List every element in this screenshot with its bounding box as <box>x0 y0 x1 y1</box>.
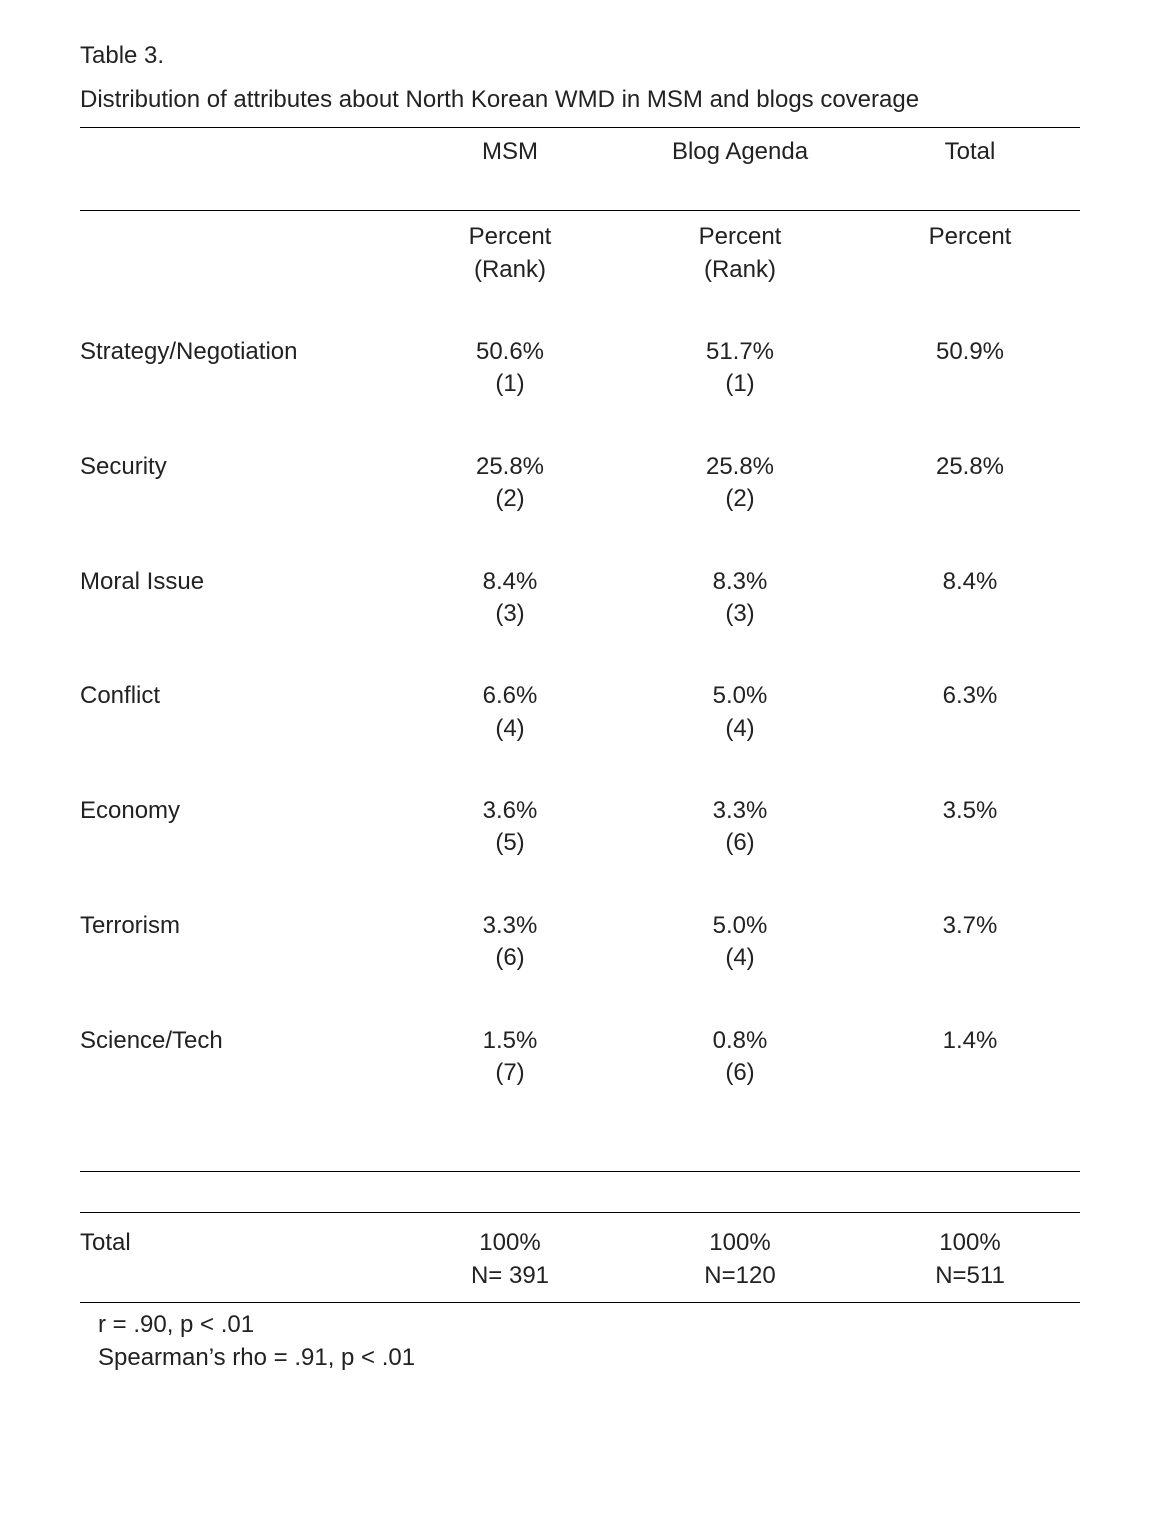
total-pct: 100% <box>400 1213 620 1260</box>
cell-pct: 1.4% <box>860 1017 1080 1057</box>
table-subheader-row-2: (Rank) (Rank) <box>80 254 1080 328</box>
table-row: (2) (2) <box>80 483 1080 557</box>
cell-pct: 5.0% <box>620 902 860 942</box>
table-number: Table 3. <box>80 40 1080 72</box>
table-rule <box>80 1172 1080 1213</box>
cell-pct: 1.5% <box>400 1017 620 1057</box>
table-row: Security 25.8% 25.8% 25.8% <box>80 443 1080 483</box>
table-header-row: MSM Blog Agenda Total <box>80 127 1080 210</box>
subheader-c3-line2 <box>860 254 1080 328</box>
header-col-total: Total <box>860 127 1080 210</box>
row-label: Strategy/Negotiation <box>80 328 400 368</box>
cell-pct: 6.3% <box>860 672 1080 712</box>
table-row: Moral Issue 8.4% 8.3% 8.4% <box>80 558 1080 598</box>
table-row: (7) (6) <box>80 1057 1080 1131</box>
table-row: Strategy/Negotiation 50.6% 51.7% 50.9% <box>80 328 1080 368</box>
cell-pct: 8.4% <box>400 558 620 598</box>
cell-rank: (2) <box>620 483 860 557</box>
footnote-line: Spearman’s rho = .91, p < .01 <box>98 1342 1080 1374</box>
table-row: (4) (4) <box>80 713 1080 787</box>
cell-pct: 50.9% <box>860 328 1080 368</box>
cell-rank: (1) <box>620 368 860 442</box>
data-table: MSM Blog Agenda Total Percent Percent Pe… <box>80 127 1080 1303</box>
table-row: Economy 3.6% 3.3% 3.5% <box>80 787 1080 827</box>
row-label: Terrorism <box>80 902 400 942</box>
cell-pct: 8.3% <box>620 558 860 598</box>
subheader-c3-line1: Percent <box>860 211 1080 254</box>
cell-rank: (3) <box>620 598 860 672</box>
table-subheader-row-1: Percent Percent Percent <box>80 211 1080 254</box>
cell-rank: (7) <box>400 1057 620 1131</box>
cell-rank: (1) <box>400 368 620 442</box>
cell-pct: 5.0% <box>620 672 860 712</box>
total-n: N=511 <box>860 1260 1080 1303</box>
cell-rank: (4) <box>620 942 860 1016</box>
row-label: Moral Issue <box>80 558 400 598</box>
cell-pct: 3.5% <box>860 787 1080 827</box>
table-row: Science/Tech 1.5% 0.8% 1.4% <box>80 1017 1080 1057</box>
table-total-row: N= 391 N=120 N=511 <box>80 1260 1080 1303</box>
total-pct: 100% <box>620 1213 860 1260</box>
cell-rank: (3) <box>400 598 620 672</box>
table-row: (5) (6) <box>80 827 1080 901</box>
cell-rank: (5) <box>400 827 620 901</box>
footnote-line: r = .90, p < .01 <box>98 1309 1080 1341</box>
cell-pct: 8.4% <box>860 558 1080 598</box>
cell-pct: 3.3% <box>400 902 620 942</box>
header-blank <box>80 127 400 210</box>
table-title: Distribution of attributes about North K… <box>80 84 1080 116</box>
table-row: Conflict 6.6% 5.0% 6.3% <box>80 672 1080 712</box>
table-rule <box>80 1131 1080 1172</box>
cell-pct: 3.3% <box>620 787 860 827</box>
total-n: N=120 <box>620 1260 860 1303</box>
row-label: Security <box>80 443 400 483</box>
table-footnotes: r = .90, p < .01 Spearman’s rho = .91, p… <box>80 1309 1080 1374</box>
row-label: Economy <box>80 787 400 827</box>
cell-pct: 3.7% <box>860 902 1080 942</box>
total-label: Total <box>80 1213 400 1260</box>
total-pct: 100% <box>860 1213 1080 1260</box>
cell-rank: (2) <box>400 483 620 557</box>
cell-rank: (4) <box>400 713 620 787</box>
table-total-row: Total 100% 100% 100% <box>80 1213 1080 1260</box>
cell-rank: (6) <box>400 942 620 1016</box>
cell-rank: (4) <box>620 713 860 787</box>
total-n: N= 391 <box>400 1260 620 1303</box>
subheader-c1-line2: (Rank) <box>400 254 620 328</box>
cell-pct: 25.8% <box>620 443 860 483</box>
cell-rank: (6) <box>620 827 860 901</box>
row-label: Science/Tech <box>80 1017 400 1057</box>
cell-pct: 51.7% <box>620 328 860 368</box>
cell-pct: 3.6% <box>400 787 620 827</box>
table-row: (1) (1) <box>80 368 1080 442</box>
header-col-blog: Blog Agenda <box>620 127 860 210</box>
table-row: Terrorism 3.3% 5.0% 3.7% <box>80 902 1080 942</box>
cell-pct: 25.8% <box>400 443 620 483</box>
subheader-c1-line1: Percent <box>400 211 620 254</box>
table-row: (3) (3) <box>80 598 1080 672</box>
table-row: (6) (4) <box>80 942 1080 1016</box>
cell-pct: 0.8% <box>620 1017 860 1057</box>
cell-pct: 50.6% <box>400 328 620 368</box>
cell-pct: 25.8% <box>860 443 1080 483</box>
cell-pct: 6.6% <box>400 672 620 712</box>
subheader-c2-line2: (Rank) <box>620 254 860 328</box>
subheader-c2-line1: Percent <box>620 211 860 254</box>
row-label: Conflict <box>80 672 400 712</box>
header-col-msm: MSM <box>400 127 620 210</box>
page: Table 3. Distribution of attributes abou… <box>0 0 1150 1414</box>
cell-rank: (6) <box>620 1057 860 1131</box>
